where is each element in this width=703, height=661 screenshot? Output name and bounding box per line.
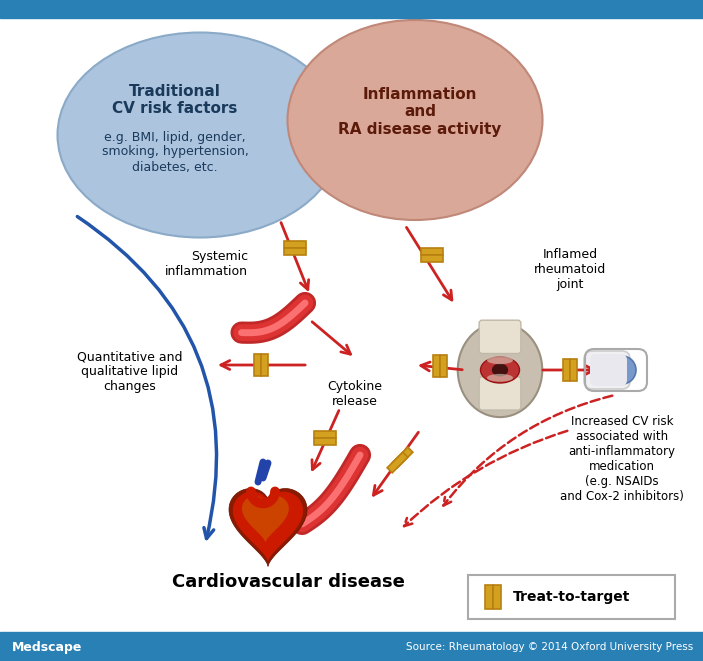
Polygon shape bbox=[261, 354, 269, 376]
Text: Increased CV risk
associated with
anti-inflammatory
medication
(e.g. NSAIDs
and : Increased CV risk associated with anti-i… bbox=[560, 415, 684, 503]
Polygon shape bbox=[570, 359, 577, 381]
Text: Traditional
CV risk factors: Traditional CV risk factors bbox=[112, 84, 238, 116]
Polygon shape bbox=[433, 355, 440, 377]
Polygon shape bbox=[314, 438, 336, 446]
Polygon shape bbox=[493, 585, 501, 609]
Polygon shape bbox=[314, 431, 336, 438]
Polygon shape bbox=[229, 488, 307, 566]
Wedge shape bbox=[622, 356, 636, 384]
Ellipse shape bbox=[58, 32, 342, 237]
FancyBboxPatch shape bbox=[590, 354, 627, 386]
Polygon shape bbox=[421, 255, 443, 262]
Text: Systemic
inflammation: Systemic inflammation bbox=[165, 250, 248, 278]
Text: Cardiovascular disease: Cardiovascular disease bbox=[172, 573, 404, 591]
Polygon shape bbox=[392, 447, 413, 468]
Polygon shape bbox=[242, 496, 289, 543]
Polygon shape bbox=[233, 492, 303, 562]
Polygon shape bbox=[284, 241, 306, 248]
Ellipse shape bbox=[480, 357, 520, 383]
Text: Source: Rheumatology © 2014 Oxford University Press: Source: Rheumatology © 2014 Oxford Unive… bbox=[406, 642, 693, 652]
Ellipse shape bbox=[487, 356, 513, 364]
Bar bbox=[0, 632, 703, 661]
Text: Medscape: Medscape bbox=[12, 641, 82, 654]
Ellipse shape bbox=[487, 374, 513, 381]
FancyBboxPatch shape bbox=[468, 575, 675, 619]
Ellipse shape bbox=[458, 323, 542, 417]
FancyBboxPatch shape bbox=[479, 377, 521, 410]
Ellipse shape bbox=[288, 20, 543, 220]
Text: Cytokine
release: Cytokine release bbox=[328, 380, 382, 408]
FancyBboxPatch shape bbox=[584, 351, 630, 389]
Polygon shape bbox=[421, 248, 443, 255]
Polygon shape bbox=[563, 359, 570, 381]
Ellipse shape bbox=[492, 364, 508, 377]
Polygon shape bbox=[254, 354, 261, 376]
Text: Inflamed
rheumatoid
joint: Inflamed rheumatoid joint bbox=[534, 248, 606, 291]
Polygon shape bbox=[387, 452, 408, 473]
Bar bbox=[0, 0, 703, 18]
Polygon shape bbox=[284, 248, 306, 255]
Text: Inflammation
and
RA disease activity: Inflammation and RA disease activity bbox=[338, 87, 502, 137]
Text: Quantitative and
qualitative lipid
changes: Quantitative and qualitative lipid chang… bbox=[77, 350, 183, 393]
Text: Treat-to-target: Treat-to-target bbox=[513, 590, 631, 604]
Polygon shape bbox=[440, 355, 447, 377]
Text: e.g. BMI, lipid, gender,
smoking, hypertension,
diabetes, etc.: e.g. BMI, lipid, gender, smoking, hypert… bbox=[101, 130, 248, 173]
FancyBboxPatch shape bbox=[479, 320, 521, 354]
Polygon shape bbox=[485, 585, 493, 609]
